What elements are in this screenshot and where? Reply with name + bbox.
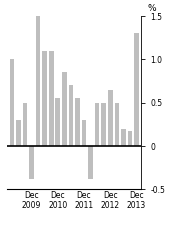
Bar [69, 85, 73, 146]
Bar [88, 146, 93, 179]
Bar [16, 120, 21, 146]
Bar [128, 131, 132, 146]
Bar [75, 98, 80, 146]
Bar [134, 33, 139, 146]
Bar [102, 103, 106, 146]
Bar [115, 103, 119, 146]
Bar [56, 98, 60, 146]
Bar [108, 90, 113, 146]
Bar [82, 120, 86, 146]
Bar [42, 51, 47, 146]
Bar [62, 73, 67, 146]
Bar [23, 103, 27, 146]
Bar [95, 103, 100, 146]
Bar [10, 59, 14, 146]
Bar [36, 16, 40, 146]
Bar [29, 146, 34, 179]
Bar [49, 51, 54, 146]
Bar [121, 129, 126, 146]
Text: %: % [148, 4, 156, 13]
